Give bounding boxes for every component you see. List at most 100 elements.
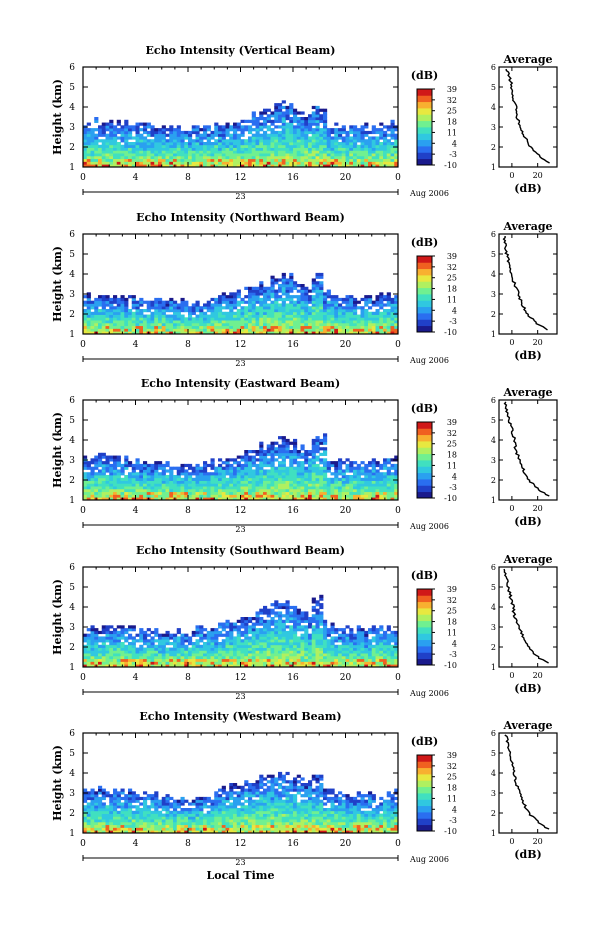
heatmap-cell bbox=[210, 161, 215, 165]
heatmap-cell bbox=[315, 105, 320, 110]
heatmap-cell bbox=[165, 633, 170, 637]
heatmap-cell bbox=[383, 142, 388, 146]
heatmap-cell bbox=[311, 452, 316, 456]
heatmap-cell bbox=[278, 105, 283, 110]
heatmap-cell bbox=[165, 491, 170, 495]
heatmap-cell bbox=[383, 486, 388, 490]
heatmap-cell bbox=[221, 322, 226, 327]
heatmap-cell bbox=[203, 317, 208, 321]
heatmap-cell bbox=[383, 136, 388, 140]
heatmap-cell bbox=[293, 114, 298, 118]
heatmap-cell bbox=[105, 153, 110, 157]
heatmap-cell bbox=[368, 153, 373, 157]
heatmap-cell bbox=[143, 483, 148, 487]
heatmap-cell bbox=[285, 133, 290, 137]
heatmap-cell bbox=[345, 142, 350, 146]
heatmap-cell bbox=[375, 477, 380, 481]
heatmap-cell bbox=[218, 136, 223, 140]
heatmap-cell bbox=[161, 133, 166, 137]
heatmap-cell bbox=[191, 311, 196, 315]
heatmap-cell bbox=[116, 300, 121, 304]
heatmap-cell bbox=[173, 306, 178, 310]
heatmap-cell bbox=[120, 644, 125, 648]
heatmap-cell bbox=[229, 136, 234, 140]
heatmap-cell bbox=[173, 303, 178, 307]
heatmap-cell bbox=[139, 658, 144, 662]
heatmap-cell bbox=[274, 322, 279, 327]
heatmap-cell bbox=[90, 486, 95, 490]
heatmap-cell bbox=[203, 469, 208, 473]
heatmap-cell bbox=[169, 317, 174, 321]
heatmap-cell bbox=[285, 475, 290, 479]
heatmap-cell bbox=[281, 317, 286, 321]
heatmap-cell bbox=[263, 494, 268, 498]
heatmap-cell bbox=[236, 144, 241, 148]
heatmap-cell bbox=[338, 664, 343, 668]
heatmap-cell bbox=[315, 111, 320, 115]
heatmap-cell bbox=[116, 655, 121, 660]
heatmap-cell bbox=[176, 158, 181, 162]
heatmap-cell bbox=[360, 311, 365, 315]
colorbar-swatch bbox=[417, 294, 432, 301]
heatmap-cell bbox=[308, 636, 313, 640]
y-tick-label: 3 bbox=[69, 123, 75, 133]
heatmap-cell bbox=[240, 661, 245, 665]
heatmap-cell bbox=[180, 317, 185, 321]
heatmap-cell bbox=[161, 633, 166, 637]
heatmap-cell bbox=[386, 311, 391, 315]
heatmap-cell bbox=[173, 325, 178, 329]
heatmap-cell bbox=[248, 480, 253, 484]
heatmap-cell bbox=[281, 114, 286, 118]
heatmap-cell bbox=[394, 328, 399, 332]
heatmap-cell bbox=[248, 477, 253, 481]
heatmap-cell bbox=[330, 153, 335, 157]
heatmap-cell bbox=[390, 164, 395, 168]
heatmap-cell bbox=[113, 639, 118, 643]
heatmap-cell bbox=[188, 144, 193, 148]
heatmap-cell bbox=[221, 461, 226, 465]
heatmap-cell bbox=[296, 466, 301, 470]
heatmap-cell bbox=[248, 125, 253, 129]
heatmap-cell bbox=[323, 295, 328, 299]
heatmap-cell bbox=[383, 328, 388, 332]
heatmap-cell bbox=[285, 488, 290, 493]
heatmap-cell bbox=[131, 125, 136, 129]
heatmap-cell bbox=[341, 317, 346, 321]
heatmap-cell bbox=[259, 636, 264, 640]
heatmap-cell bbox=[266, 108, 271, 112]
heatmap-cell bbox=[259, 452, 264, 456]
heatmap-cell bbox=[131, 480, 136, 484]
heatmap-cell bbox=[83, 483, 88, 487]
heatmap-cell bbox=[218, 161, 223, 165]
heatmap-cell bbox=[184, 331, 189, 335]
heatmap-cell bbox=[364, 142, 369, 146]
heatmap-cell bbox=[375, 128, 380, 132]
heatmap-cell bbox=[188, 655, 193, 660]
heatmap-cell bbox=[319, 488, 324, 493]
heatmap-cell bbox=[229, 480, 234, 484]
heatmap-cell bbox=[323, 161, 328, 165]
heatmap-cell bbox=[364, 161, 369, 165]
heatmap-cell bbox=[319, 144, 324, 148]
heatmap-cell bbox=[105, 322, 110, 327]
heatmap-cell bbox=[199, 625, 204, 629]
heatmap-cell bbox=[169, 164, 174, 168]
heatmap-cell bbox=[293, 461, 298, 465]
heatmap-cell bbox=[128, 480, 133, 484]
heatmap-cell bbox=[319, 317, 324, 321]
profile-title: Average bbox=[502, 53, 552, 66]
heatmap-cell bbox=[266, 331, 271, 335]
heatmap-cell bbox=[191, 480, 196, 484]
heatmap-cell bbox=[311, 153, 316, 157]
y-tick-label: 4 bbox=[69, 436, 75, 446]
heatmap-cell bbox=[319, 486, 324, 490]
colorbar-swatch bbox=[417, 114, 432, 122]
heatmap-cell bbox=[214, 322, 219, 327]
heatmap-cell bbox=[341, 322, 346, 327]
heatmap-cell bbox=[233, 158, 238, 162]
heatmap-cell bbox=[263, 144, 268, 148]
heatmap-cell bbox=[124, 128, 129, 132]
heatmap-cell bbox=[83, 466, 88, 470]
heatmap-cell bbox=[278, 450, 283, 454]
heatmap-cell bbox=[394, 297, 399, 302]
